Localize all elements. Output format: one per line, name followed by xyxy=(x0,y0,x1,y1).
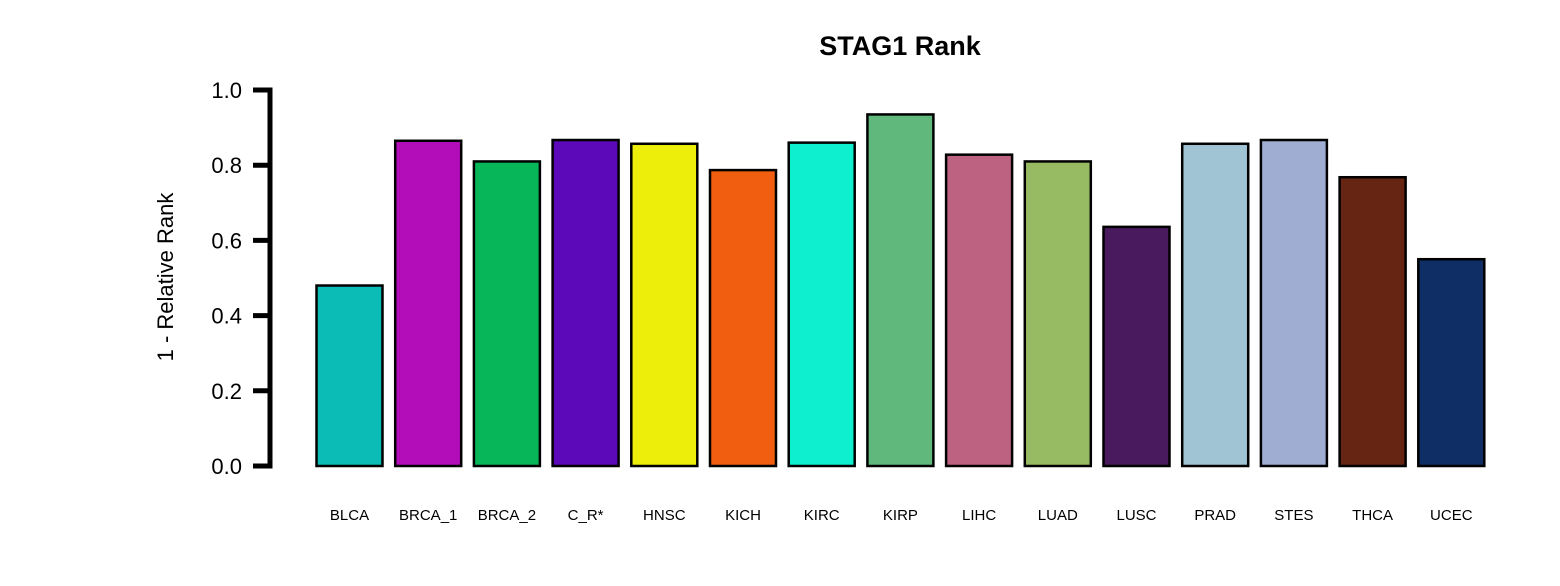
y-tick-label: 0.0 xyxy=(211,454,242,479)
x-tick-label: HNSC xyxy=(643,507,686,524)
chart-title: STAG1 Rank xyxy=(819,31,982,61)
x-tick-labels: BLCA BRCA_1 BRCA_2 C_R* HNSC KICH KIRC KIRP LIHC… xyxy=(330,507,1473,524)
x-tick-label: LIHC xyxy=(962,507,996,524)
x-tick-label: BLCA xyxy=(330,507,369,524)
x-tick-label: C_R* xyxy=(568,507,604,524)
x-tick-label: LUAD xyxy=(1038,507,1078,524)
x-tick-label: PRAD xyxy=(1194,507,1236,524)
y-tick-label: 0.2 xyxy=(211,379,242,404)
bar-prad xyxy=(1180,142,1250,468)
bar-hnsc xyxy=(630,142,699,468)
bar-ucec xyxy=(1417,257,1486,468)
bar-blca xyxy=(315,284,384,468)
x-tick-label: KIRP xyxy=(883,507,918,524)
bar-kirp xyxy=(866,113,935,468)
bar-luad xyxy=(1023,160,1093,468)
bar-c-r xyxy=(551,138,620,468)
y-tick-label: 1.0 xyxy=(211,78,242,103)
x-tick-label: KICH xyxy=(725,507,761,524)
bar-kich xyxy=(708,168,778,468)
bar-brca-2 xyxy=(472,160,542,468)
x-tick-label: BRCA_2 xyxy=(478,507,536,524)
bar-kirc xyxy=(787,141,856,468)
x-tick-label: KIRC xyxy=(804,507,840,524)
x-tick-label: LUSC xyxy=(1116,507,1156,524)
y-axis-label: 1 - Relative Rank xyxy=(153,192,178,362)
bar-lusc xyxy=(1102,225,1171,468)
y-tick-label: 0.6 xyxy=(211,228,242,253)
x-tick-label: BRCA_1 xyxy=(399,507,457,524)
bar-thca xyxy=(1338,175,1407,468)
bar-lihc xyxy=(944,153,1014,468)
x-tick-label: UCEC xyxy=(1430,507,1473,524)
bar-stes xyxy=(1259,138,1329,468)
bars-group xyxy=(315,113,1486,468)
x-tick-label: THCA xyxy=(1352,507,1393,524)
y-tick-label: 0.4 xyxy=(211,304,242,329)
y-tick-label: 0.8 xyxy=(211,153,242,178)
bar-brca-1 xyxy=(393,139,463,468)
y-axis: 0.0 0.2 0.4 0.6 0.8 1.0 xyxy=(211,78,273,479)
x-tick-label: STES xyxy=(1274,507,1313,524)
